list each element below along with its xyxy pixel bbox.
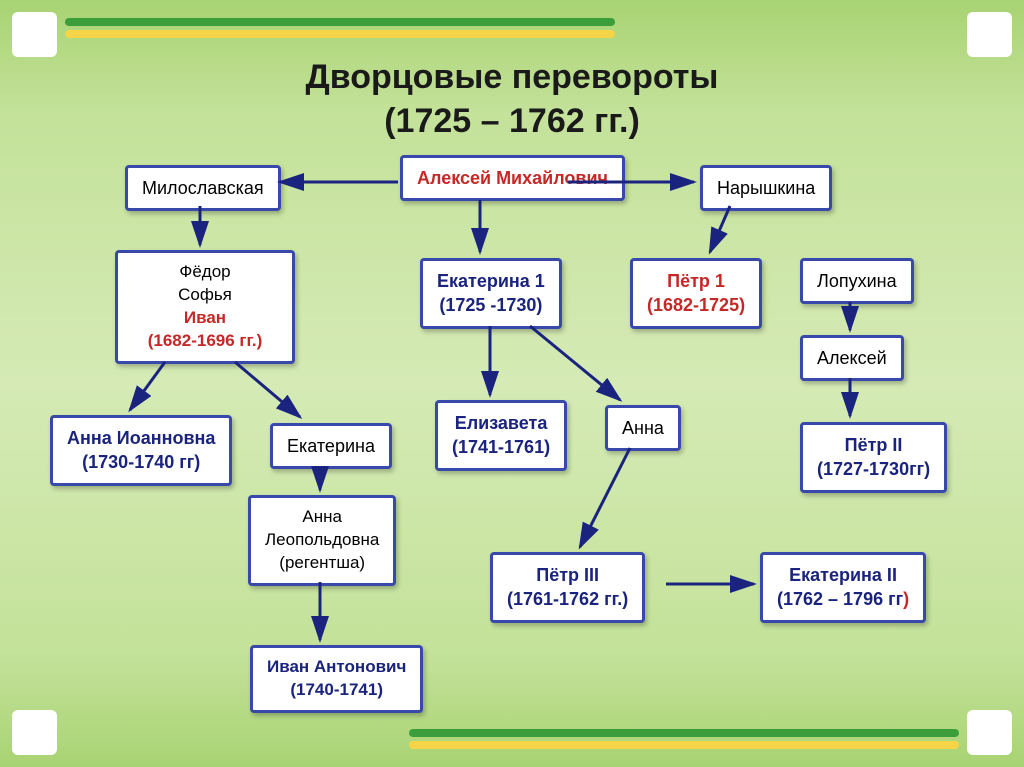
node-ivan-antonovich: Иван Антонович (1740-1741) xyxy=(250,645,423,713)
node-fedor-sofya-ivan: Фёдор Софья Иван (1682-1696 гг.) xyxy=(115,250,295,364)
node-lopukhina: Лопухина xyxy=(800,258,914,304)
node-naryshkina: Нарышкина xyxy=(700,165,832,211)
node-anna-leopoldovna: Анна Леопольдовна (регентша) xyxy=(248,495,396,586)
node-miloslavskaya: Милославская xyxy=(125,165,281,211)
arrow-layer xyxy=(0,0,1024,767)
node-alexey-mikhailovich: Алексей Михайлович xyxy=(400,155,625,201)
node-anna: Анна xyxy=(605,405,681,451)
node-anna-ioannovna: Анна Иоанновна (1730-1740 гг) xyxy=(50,415,232,486)
node-ekaterina: Екатерина xyxy=(270,423,392,469)
node-elizaveta: Елизавета (1741-1761) xyxy=(435,400,567,471)
genealogy-diagram: Милославская Алексей Михайлович Нарышкин… xyxy=(0,0,1024,767)
node-petr-1: Пётр 1 (1682-1725) xyxy=(630,258,762,329)
node-alexey-son: Алексей xyxy=(800,335,904,381)
node-ekaterina-1: Екатерина 1 (1725 -1730) xyxy=(420,258,562,329)
node-ekaterina-2: Екатерина II (1762 – 1796 гг) xyxy=(760,552,926,623)
node-petr-3: Пётр III (1761-1762 гг.) xyxy=(490,552,645,623)
node-petr-2: Пётр II (1727-1730гг) xyxy=(800,422,947,493)
